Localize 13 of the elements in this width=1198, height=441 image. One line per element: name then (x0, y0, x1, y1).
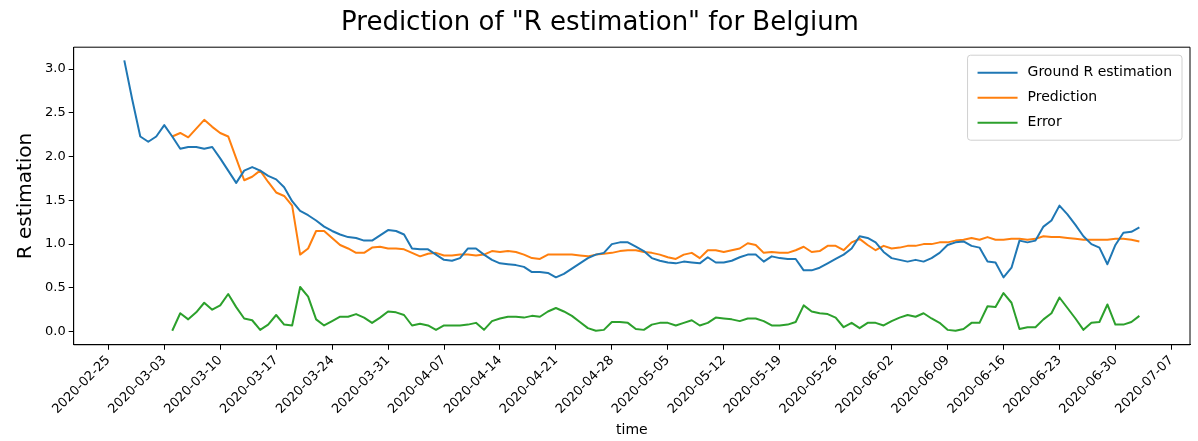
y-axis-title: R estimation (12, 132, 37, 260)
y-tick-label: 0.5 (44, 279, 66, 295)
y-tick-label: 2.0 (44, 147, 66, 163)
x-axis-title: time (616, 421, 648, 438)
legend-label: Ground R estimation (1027, 63, 1173, 80)
y-tick-label: 1.0 (44, 235, 66, 251)
legend-label: Error (1027, 113, 1062, 130)
y-tick-label: 3.0 (44, 60, 66, 76)
chart-title: Prediction of "R estimation" for Belgium (341, 6, 859, 37)
y-tick-label: 0.0 (44, 323, 66, 338)
y-tick-label: 2.5 (44, 104, 66, 120)
y-tick-label: 1.5 (44, 191, 66, 207)
legend-label: Prediction (1027, 88, 1098, 105)
